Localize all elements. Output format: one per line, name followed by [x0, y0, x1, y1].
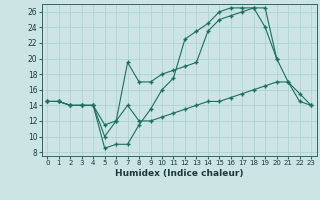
- X-axis label: Humidex (Indice chaleur): Humidex (Indice chaleur): [115, 169, 244, 178]
